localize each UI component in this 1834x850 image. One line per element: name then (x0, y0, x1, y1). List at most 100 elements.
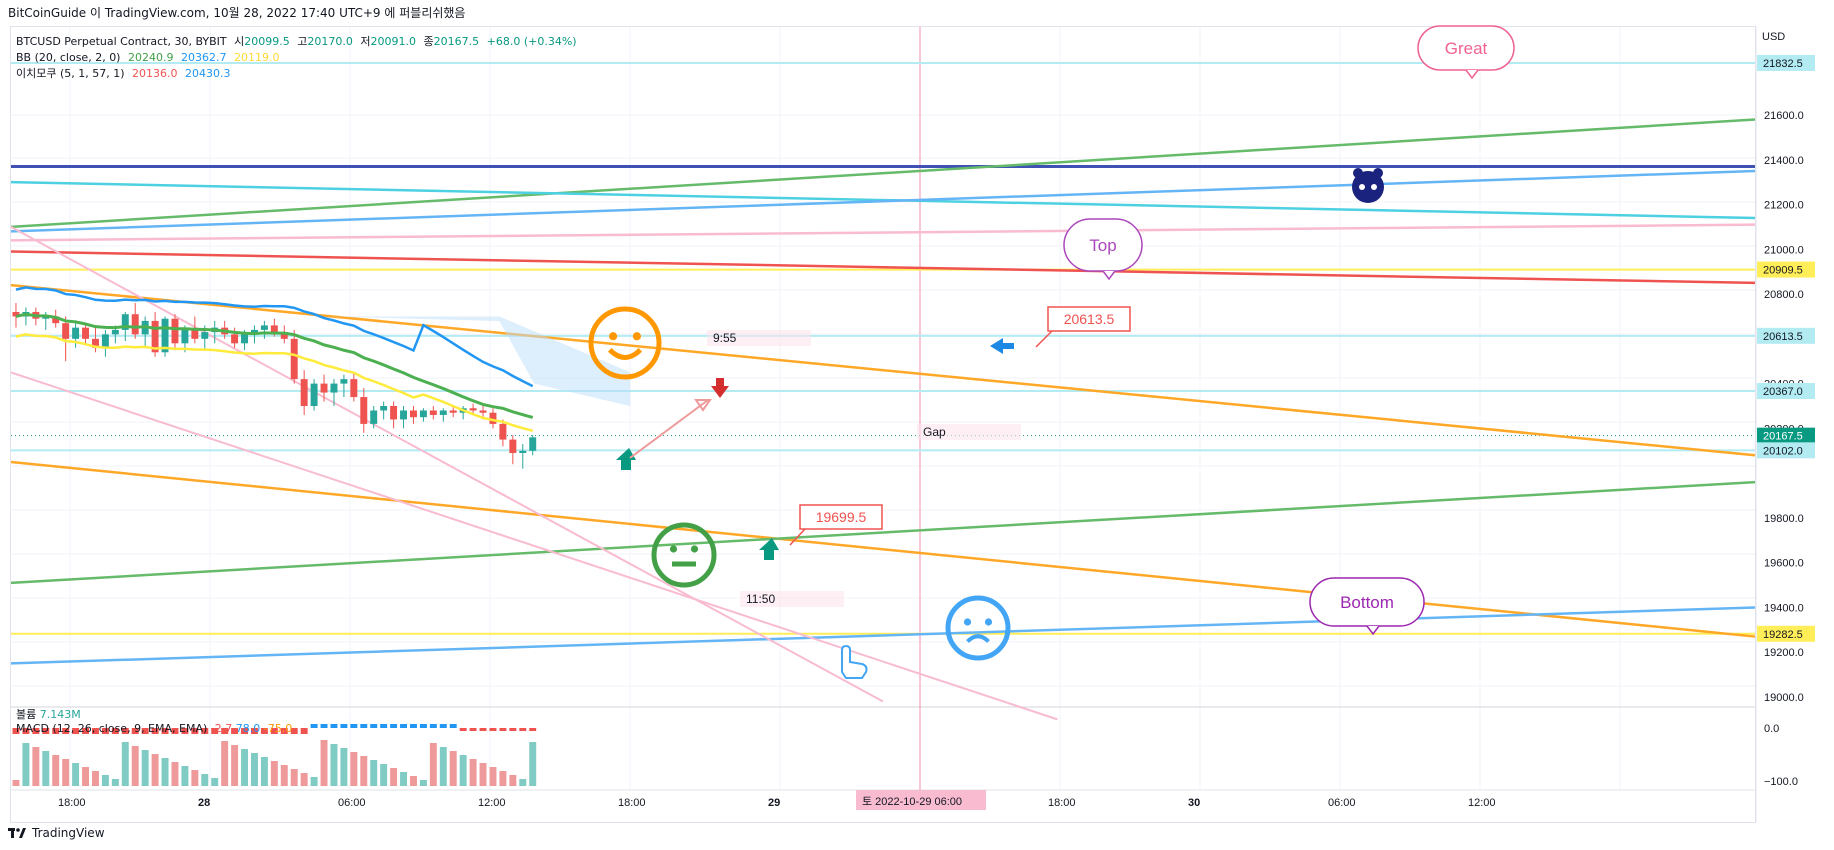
candle-body[interactable] (290, 338, 298, 380)
candle-body[interactable] (121, 314, 129, 330)
candle-body[interactable] (310, 383, 318, 406)
orange-trendline-upper[interactable] (10, 283, 1756, 457)
candle-body[interactable] (439, 410, 447, 415)
pink-trendline-flat[interactable] (10, 223, 1756, 242)
candle-body[interactable] (509, 439, 517, 454)
pointer-hand-icon[interactable] (841, 644, 868, 679)
candle-body[interactable] (489, 412, 497, 424)
up-arrow-marker-2[interactable] (759, 538, 779, 560)
candle-body[interactable] (191, 329, 199, 339)
candle-body[interactable] (42, 316, 50, 319)
red-trendline[interactable] (10, 250, 1756, 285)
price-label-value: 20367.0 (1763, 386, 1803, 398)
macd-name[interactable]: MACD (12, 26, close, 9, EMA, EMA) (16, 722, 208, 735)
down-arrow-marker[interactable] (711, 378, 729, 398)
volume-bar (191, 770, 199, 786)
candle-body[interactable] (380, 406, 388, 411)
volume-label[interactable]: 볼륨 (16, 708, 37, 721)
candle-body[interactable] (370, 410, 378, 424)
pink-trendline-channel-b[interactable] (10, 371, 1058, 721)
pink-trendline-channel-a[interactable] (10, 226, 884, 703)
candle-body[interactable] (91, 338, 99, 348)
ichimoku-name[interactable]: 이치모쿠 (5, 1, 57, 1) (16, 67, 125, 80)
sad-face-icon[interactable] (945, 595, 1011, 661)
candle-body[interactable] (12, 311, 20, 317)
macd-histogram-bar (151, 728, 159, 734)
candle-body[interactable] (171, 318, 179, 344)
candle-body[interactable] (519, 450, 527, 454)
blue-trendline-lower[interactable] (10, 606, 1756, 665)
candle-body[interactable] (479, 410, 487, 413)
blue-trendline-upper[interactable] (10, 169, 1756, 233)
volume-bar (509, 775, 517, 786)
macd-histogram-bar (469, 728, 477, 731)
candle-body[interactable] (300, 379, 308, 406)
bear-icon[interactable] (1352, 171, 1384, 203)
macd-histogram-bar (171, 728, 179, 734)
candle-body[interactable] (419, 410, 427, 418)
candle-body[interactable] (62, 323, 70, 339)
candle-body[interactable] (400, 410, 408, 420)
candle-body[interactable] (390, 406, 398, 420)
candle-body[interactable] (280, 332, 288, 339)
callout-20613-box[interactable] (1047, 306, 1131, 332)
candle-body[interactable] (409, 410, 417, 418)
candle-body[interactable] (111, 329, 119, 335)
candle-body[interactable] (270, 325, 278, 333)
candle-body[interactable] (201, 332, 209, 339)
candle-body[interactable] (449, 410, 457, 413)
candle-body[interactable] (529, 437, 537, 451)
candle-body[interactable] (161, 318, 169, 353)
volume-bar (290, 769, 298, 786)
macd-histogram-bar (340, 724, 348, 728)
candle-body[interactable] (340, 379, 348, 384)
symbol-name[interactable]: BTCUSD Perpetual Contract, 30, BYBIT (16, 35, 227, 48)
candle-body[interactable] (101, 334, 109, 348)
tradingview-logo-icon (8, 828, 26, 838)
price-label-badge[interactable] (1757, 625, 1815, 642)
macd-histogram-bar (529, 728, 537, 731)
price-label-badge[interactable] (1757, 383, 1815, 400)
candle-body[interactable] (360, 397, 368, 424)
candle-body[interactable] (82, 327, 90, 339)
happy-face-icon[interactable] (588, 306, 662, 380)
footer-brand[interactable]: TradingView (8, 826, 105, 840)
candle-body[interactable] (330, 383, 338, 393)
price-label-badge[interactable] (1757, 261, 1815, 278)
green-trendline-lower[interactable] (10, 480, 1756, 585)
bb-middle-band[interactable] (15, 312, 534, 419)
left-arrow-icon[interactable] (990, 338, 1014, 354)
orange-trendline-lower[interactable] (10, 460, 1756, 638)
up-arrow-marker-1[interactable] (616, 448, 636, 470)
macd-histogram-bar (231, 728, 239, 734)
neutral-face-icon[interactable] (651, 522, 717, 588)
bb-name[interactable]: BB (20, close, 2, 0) (16, 51, 121, 64)
candle-body[interactable] (260, 325, 268, 330)
bb-upper-band[interactable] (15, 286, 534, 388)
candle-body[interactable] (72, 327, 80, 339)
candle-body[interactable] (241, 334, 249, 344)
time-tick: 18:00 (58, 797, 86, 809)
candle-body[interactable] (151, 320, 159, 353)
candle-body[interactable] (131, 314, 139, 335)
candle-body[interactable] (350, 379, 358, 398)
bb-lower-band[interactable] (15, 333, 534, 433)
time-note-955-text: 9:55 (713, 331, 737, 345)
candle-body[interactable] (429, 410, 437, 415)
macd-histogram-bar (350, 724, 358, 728)
price-label-badge[interactable] (1757, 54, 1815, 71)
candle-body[interactable] (320, 383, 328, 393)
volume-bar (439, 747, 447, 786)
candle-body[interactable] (52, 316, 60, 324)
price-label-badge[interactable] (1757, 442, 1815, 459)
candle-body[interactable] (181, 329, 189, 344)
candle-body[interactable] (469, 408, 477, 411)
great-text: Great (1445, 39, 1488, 58)
callout-19699-box[interactable] (799, 504, 883, 530)
projection-arrow-line[interactable] (629, 399, 709, 459)
candle-body[interactable] (499, 423, 507, 440)
price-label-badge[interactable] (1757, 327, 1815, 344)
green-trendline-upper[interactable] (10, 118, 1756, 229)
candle-body[interactable] (231, 334, 239, 344)
